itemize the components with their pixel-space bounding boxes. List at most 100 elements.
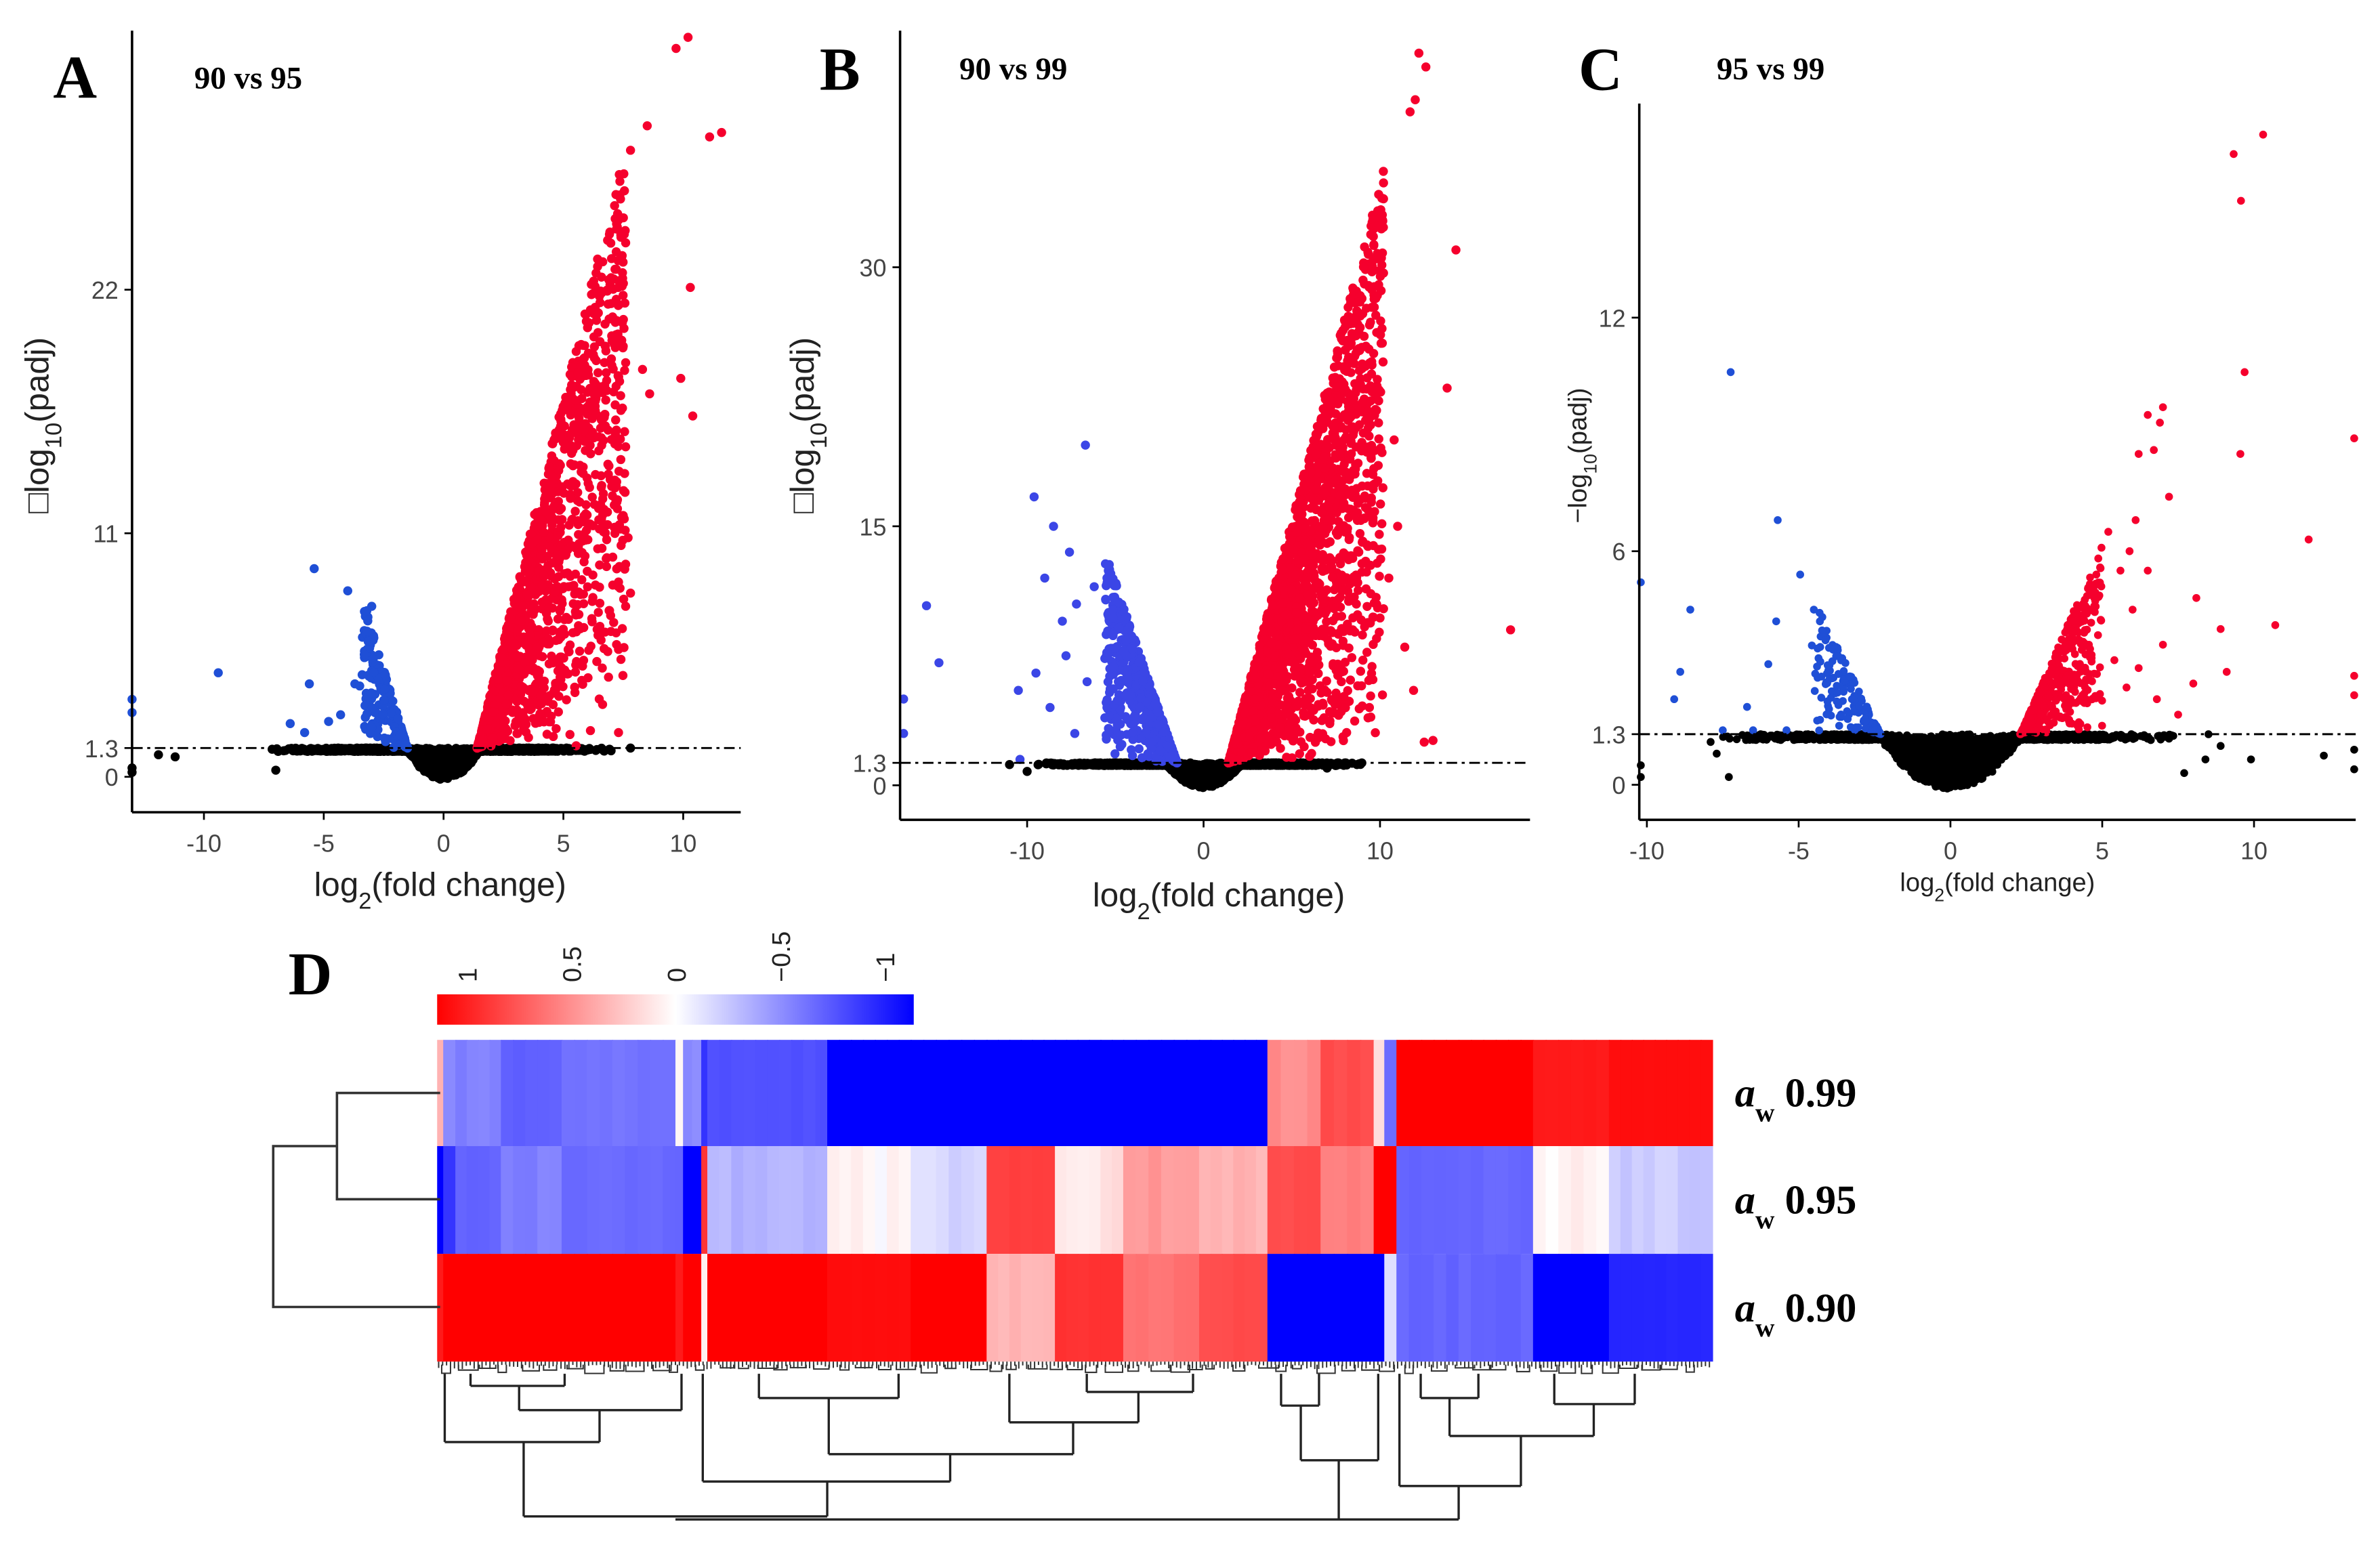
data-point-downregulated [395, 730, 405, 740]
data-point-downregulated [336, 710, 346, 719]
data-point-upregulated [614, 727, 623, 738]
data-point-upregulated [528, 688, 537, 697]
data-point-upregulated [611, 628, 621, 638]
data-point-not-significant [523, 745, 533, 755]
data-point-upregulated [520, 562, 530, 572]
data-point-upregulated [537, 699, 547, 709]
data-point-upregulated [598, 700, 608, 709]
data-point-upregulated [606, 299, 616, 308]
data-point-upregulated [528, 602, 539, 612]
data-point-upregulated [717, 127, 726, 138]
x-tick-label: 0 [437, 830, 451, 857]
data-point-not-significant [436, 774, 445, 784]
data-point-upregulated [553, 614, 563, 624]
data-point-upregulated [566, 410, 576, 420]
data-point-downregulated [379, 733, 389, 743]
data-point-upregulated [583, 566, 592, 576]
data-point-upregulated [598, 494, 608, 504]
data-point-upregulated [522, 551, 532, 560]
data-point-upregulated [604, 469, 613, 479]
data-point-upregulated [593, 631, 603, 640]
data-point-upregulated [554, 692, 564, 701]
data-point-upregulated [570, 607, 581, 616]
data-point-not-significant [170, 752, 180, 762]
data-point-upregulated [609, 387, 619, 397]
data-point-not-significant [271, 765, 280, 775]
data-point-upregulated [565, 730, 575, 740]
data-point-upregulated [581, 310, 591, 319]
data-point-upregulated [604, 672, 613, 682]
data-point-downregulated [393, 714, 403, 723]
data-point-upregulated [575, 497, 585, 507]
data-point-downregulated [378, 709, 388, 719]
data-point-upregulated [586, 349, 596, 358]
data-point-upregulated [578, 679, 587, 689]
data-point-upregulated [625, 146, 635, 155]
data-point-upregulated [608, 552, 618, 562]
data-point-upregulated [583, 323, 592, 333]
data-point-upregulated [494, 666, 503, 675]
data-point-upregulated [573, 368, 583, 378]
data-point-upregulated [589, 332, 599, 342]
data-point-upregulated [503, 690, 514, 700]
data-point-upregulated [478, 735, 488, 744]
data-point-upregulated [671, 43, 681, 54]
data-point-upregulated [604, 461, 614, 471]
data-point-downregulated [343, 586, 353, 595]
data-point-upregulated [545, 639, 554, 649]
data-point-upregulated [676, 373, 686, 383]
panel-b-title: 90 vs 99 [959, 51, 1067, 87]
data-point-upregulated [567, 380, 577, 389]
data-point-upregulated [557, 515, 567, 524]
data-point-upregulated [582, 473, 592, 483]
data-point-upregulated [619, 230, 629, 239]
data-point-upregulated [596, 482, 606, 492]
data-point-upregulated [555, 631, 565, 641]
panel-letter-a: A [53, 44, 97, 111]
data-point-upregulated [512, 652, 522, 662]
data-point-downregulated [359, 650, 369, 660]
data-point-upregulated [533, 670, 542, 679]
x-axis-title: log2(fold change) [314, 866, 566, 914]
data-point-upregulated [579, 529, 589, 539]
data-point-upregulated [574, 539, 584, 549]
data-point-upregulated [544, 659, 554, 669]
data-point-upregulated [510, 721, 520, 730]
data-point-upregulated [645, 389, 654, 399]
data-point-upregulated [587, 414, 597, 423]
data-point-upregulated [580, 551, 590, 561]
data-point-not-significant [320, 745, 330, 755]
data-point-upregulated [584, 646, 593, 655]
data-point-not-significant [424, 759, 434, 769]
data-point-upregulated [566, 490, 575, 499]
data-point-upregulated [535, 709, 545, 719]
data-point-upregulated [570, 682, 579, 692]
data-point-upregulated [548, 732, 558, 742]
data-point-upregulated [513, 627, 522, 636]
data-point-upregulated [499, 723, 509, 732]
data-point-downregulated [213, 668, 223, 677]
data-point-upregulated [521, 640, 531, 650]
x-tick-label: 10 [670, 830, 697, 857]
data-point-upregulated [524, 665, 533, 675]
data-point-upregulated [558, 681, 568, 692]
x-axis-title-part: 2 [358, 888, 371, 914]
data-point-downregulated [324, 717, 333, 726]
data-point-upregulated [562, 568, 572, 578]
data-point-upregulated [620, 298, 630, 308]
data-point-upregulated [608, 491, 617, 501]
data-point-upregulated [620, 469, 629, 478]
data-point-upregulated [587, 597, 597, 606]
y-tick-label: 1.3 [85, 736, 119, 763]
data-point-upregulated [563, 669, 573, 679]
data-point-upregulated [576, 589, 585, 599]
data-point-upregulated [564, 582, 573, 591]
data-point-upregulated [612, 564, 622, 574]
data-point-upregulated [602, 375, 612, 385]
data-point-upregulated [590, 388, 600, 398]
data-point-upregulated [522, 577, 531, 587]
data-point-downregulated [381, 670, 390, 680]
data-point-upregulated [604, 275, 614, 284]
data-point-upregulated [593, 608, 603, 617]
